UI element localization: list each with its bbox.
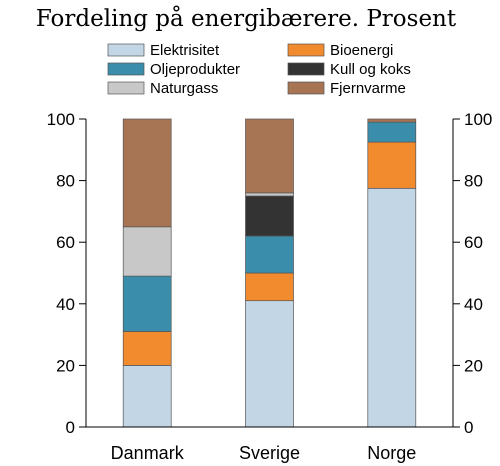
bar-segment-sverige-naturgass bbox=[245, 192, 294, 197]
bars: Danmark Sverige Norge bbox=[111, 118, 417, 463]
legend-swatch-kull-og-koks bbox=[287, 62, 325, 76]
legend-swatch-elektrisitet bbox=[107, 43, 145, 57]
x-tick-label-danmark: Danmark bbox=[111, 443, 185, 463]
legend: Elektrisitet Bioenergi Oljeprodukter Kull o… bbox=[107, 42, 411, 97]
legend-swatch-bioenergi bbox=[287, 43, 325, 57]
bar-segment-sverige-elektrisitet bbox=[245, 300, 294, 428]
bar-segment-danmark-bioenergi bbox=[122, 331, 172, 366]
axes: 0 0 20 20 40 40 60 60 80 80 100 100 bbox=[47, 110, 493, 437]
y-tick-label-left-40: 40 bbox=[56, 295, 75, 314]
bar-segment-danmark-oljeprodukter bbox=[122, 275, 172, 332]
x-tick-label-sverige: Sverige bbox=[239, 443, 300, 463]
x-tick-label-norge: Norge bbox=[367, 443, 416, 463]
bar-segment-sverige-oljeprodukter bbox=[245, 235, 294, 274]
bar-segment-sverige-fjernvarme bbox=[245, 118, 294, 194]
bar-segment-danmark-naturgass bbox=[122, 226, 172, 277]
legend-swatch-oljeprodukter bbox=[107, 62, 145, 76]
legend-label-bioenergi: Bioenergi bbox=[330, 42, 393, 59]
legend-label-fjernvarme: Fjernvarme bbox=[330, 80, 406, 97]
legend-swatch-naturgass bbox=[107, 81, 145, 95]
bar-segment-norge-fjernvarme bbox=[367, 118, 417, 123]
y-tick-label-right-40: 40 bbox=[464, 295, 483, 314]
bar-segment-danmark-fjernvarme bbox=[122, 118, 172, 228]
bar-segment-norge-bioenergi bbox=[367, 141, 417, 189]
legend-label-naturgass: Naturgass bbox=[150, 80, 218, 97]
bar-segment-sverige-bioenergi bbox=[245, 272, 294, 302]
y-tick-label-right-100: 100 bbox=[464, 110, 492, 129]
bar-segment-norge-oljeprodukter bbox=[367, 121, 417, 143]
y-tick-label-right-60: 60 bbox=[464, 233, 483, 252]
y-tick-label-right-20: 20 bbox=[464, 356, 483, 375]
chart-title: Fordeling på energibærere. Prosent bbox=[36, 5, 457, 32]
bar-segment-norge-elektrisitet bbox=[367, 187, 417, 428]
y-tick-label-left-80: 80 bbox=[56, 172, 75, 191]
y-tick-label-left-0: 0 bbox=[66, 418, 75, 437]
y-tick-label-right-0: 0 bbox=[464, 418, 473, 437]
bar-segment-sverige-kull-og-koks bbox=[245, 195, 294, 237]
y-tick-label-left-100: 100 bbox=[47, 110, 75, 129]
y-tick-label-left-20: 20 bbox=[56, 356, 75, 375]
y-tick-label-left-60: 60 bbox=[56, 233, 75, 252]
bar-segment-danmark-elektrisitet bbox=[122, 365, 172, 428]
legend-label-kull-og-koks: Kull og koks bbox=[330, 61, 411, 78]
y-tick-label-right-80: 80 bbox=[464, 172, 483, 191]
legend-label-oljeprodukter: Oljeprodukter bbox=[150, 61, 240, 78]
legend-swatch-fjernvarme bbox=[287, 81, 325, 95]
legend-label-elektrisitet: Elektrisitet bbox=[150, 42, 220, 59]
